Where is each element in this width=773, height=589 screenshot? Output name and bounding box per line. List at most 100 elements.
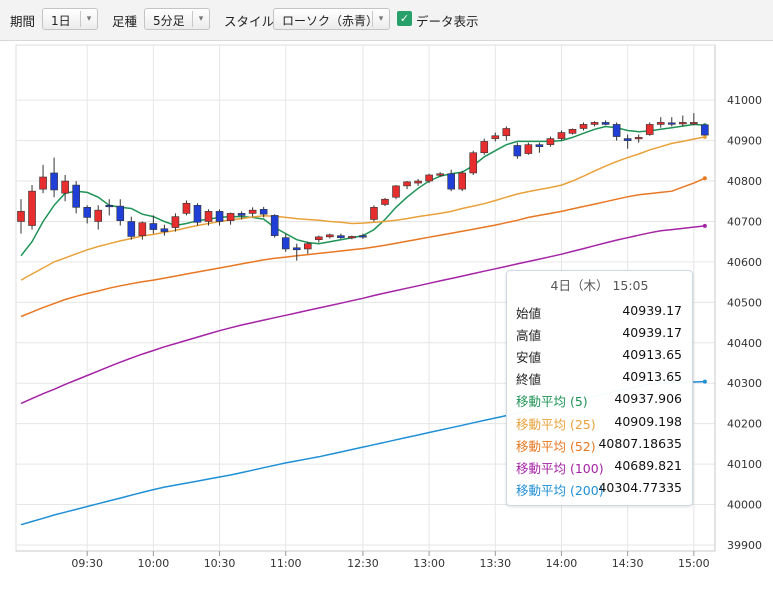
interval-label: 足種: [112, 14, 138, 29]
candle-body: [381, 198, 389, 205]
tooltip-row-label: 高値: [516, 328, 542, 344]
x-tick-label: 13:00: [413, 557, 445, 570]
candle-body: [259, 209, 268, 215]
candle-body: [524, 144, 533, 154]
tooltip-row: 高値 40939.17: [516, 323, 686, 343]
y-tick-label: 40400: [727, 337, 762, 350]
tooltip-row-value: 40807.18635: [598, 435, 682, 451]
candle-body: [160, 228, 169, 232]
moving-average-endpoint: [702, 176, 707, 181]
candle-body: [678, 122, 687, 125]
candle-body: [171, 216, 180, 228]
tooltip-row: 安値 40913.65: [516, 345, 686, 365]
y-tick-label: 40900: [727, 135, 762, 148]
candle-body: [226, 213, 235, 221]
y-tick-label: 40000: [727, 499, 762, 512]
y-tick-label: 39900: [727, 539, 762, 552]
candle-body: [248, 209, 257, 214]
candle-body: [546, 138, 555, 145]
tooltip-row-value: 40939.17: [622, 325, 682, 341]
candle-body: [656, 122, 665, 125]
x-tick-label: 14:00: [546, 557, 578, 570]
interval-select[interactable]: 5分足 ▾: [144, 8, 210, 30]
candle-body: [326, 234, 334, 238]
candle-body: [370, 207, 378, 220]
candle-body: [94, 209, 103, 222]
tooltip-row: 終値 40913.65: [516, 367, 686, 387]
candle-body: [348, 236, 356, 239]
period-select[interactable]: 1日 ▾: [42, 8, 98, 30]
x-tick-label: 10:00: [138, 557, 170, 570]
moving-average-line: [20, 225, 705, 405]
x-tick-label: 11:00: [270, 557, 302, 570]
candle-body: [72, 184, 80, 208]
candle-body: [557, 132, 566, 139]
candle-body: [535, 144, 544, 147]
interval-select-value: 5分足: [153, 14, 185, 28]
tooltip-row: 移動平均 (100) 40689.821: [516, 456, 686, 476]
candle-body: [601, 122, 610, 125]
candle-body: [292, 247, 301, 251]
period-select-value: 1日: [51, 14, 71, 28]
candle-body: [458, 172, 467, 190]
candle-body: [436, 173, 444, 176]
moving-average-line: [20, 136, 706, 281]
x-tick-label: 13:30: [479, 557, 511, 570]
chevron-down-icon: ▾: [372, 11, 389, 27]
tooltip-row-value: 40939.17: [622, 303, 682, 318]
y-tick-label: 40800: [727, 175, 762, 188]
candle-body: [612, 124, 621, 137]
candle-body: [281, 237, 290, 250]
show-data-checkbox[interactable]: ✓: [397, 11, 412, 26]
tooltip-header: 4日（木） 15:05: [550, 278, 649, 293]
candle-body: [579, 124, 588, 129]
tooltip-row-label: 安値: [516, 350, 542, 366]
candle-body: [701, 124, 709, 136]
x-tick-label: 09:30: [71, 557, 103, 570]
tooltip-row-label: 移動平均 (5): [516, 394, 588, 410]
x-tick-label: 10:30: [204, 557, 236, 570]
candle-body: [270, 215, 279, 236]
candle-body: [623, 138, 632, 141]
y-tick-label: 41000: [727, 94, 762, 107]
candle-body: [337, 235, 345, 238]
candle-body: [138, 222, 147, 236]
moving-average-line: [20, 177, 706, 318]
moving-average-endpoint: [702, 379, 707, 384]
candle-body: [303, 243, 312, 250]
candle-body: [116, 205, 125, 221]
candle-body: [513, 145, 522, 157]
y-tick-label: 40100: [727, 458, 762, 471]
candle-body: [17, 211, 25, 222]
candle-body: [480, 141, 489, 154]
chevron-down-icon: ▾: [80, 11, 97, 27]
candle-body: [61, 180, 69, 194]
show-data-label: データ表示: [416, 14, 479, 29]
candle-body: [425, 174, 433, 182]
candle-body: [28, 190, 36, 226]
tooltip-row-label: 終値: [516, 372, 542, 388]
candle-body: [491, 135, 500, 139]
candle-body: [149, 223, 158, 230]
tooltip-row-label: 始値: [516, 306, 542, 321]
style-select[interactable]: ローソク（赤青） ▾: [273, 8, 390, 30]
candle-body: [447, 173, 455, 190]
candle-body: [193, 205, 202, 223]
candle-body: [237, 213, 246, 216]
candle-body: [690, 122, 698, 125]
candle-body: [414, 180, 422, 184]
candle-body: [215, 211, 224, 222]
moving-average-endpoint: [702, 223, 707, 228]
x-tick-label: 12:30: [347, 557, 379, 570]
tooltip-row-value: 40909.198: [614, 413, 682, 429]
tooltip-row-label: 移動平均 (25): [516, 416, 596, 432]
period-label: 期間: [10, 14, 36, 29]
tooltip-row: 移動平均 (5) 40937.906: [516, 389, 686, 409]
style-label: スタイル: [224, 14, 275, 29]
y-tick-label: 40700: [727, 215, 762, 228]
data-tooltip: 4日（木） 15:05 始値 40939.17 高値 40939.17 安値 40913.…: [506, 270, 693, 506]
tooltip-row-value: 40937.906: [614, 391, 682, 407]
y-tick-label: 40300: [727, 377, 762, 390]
tooltip-row-value: 40304.77335: [598, 479, 682, 495]
candle-body: [392, 185, 400, 198]
